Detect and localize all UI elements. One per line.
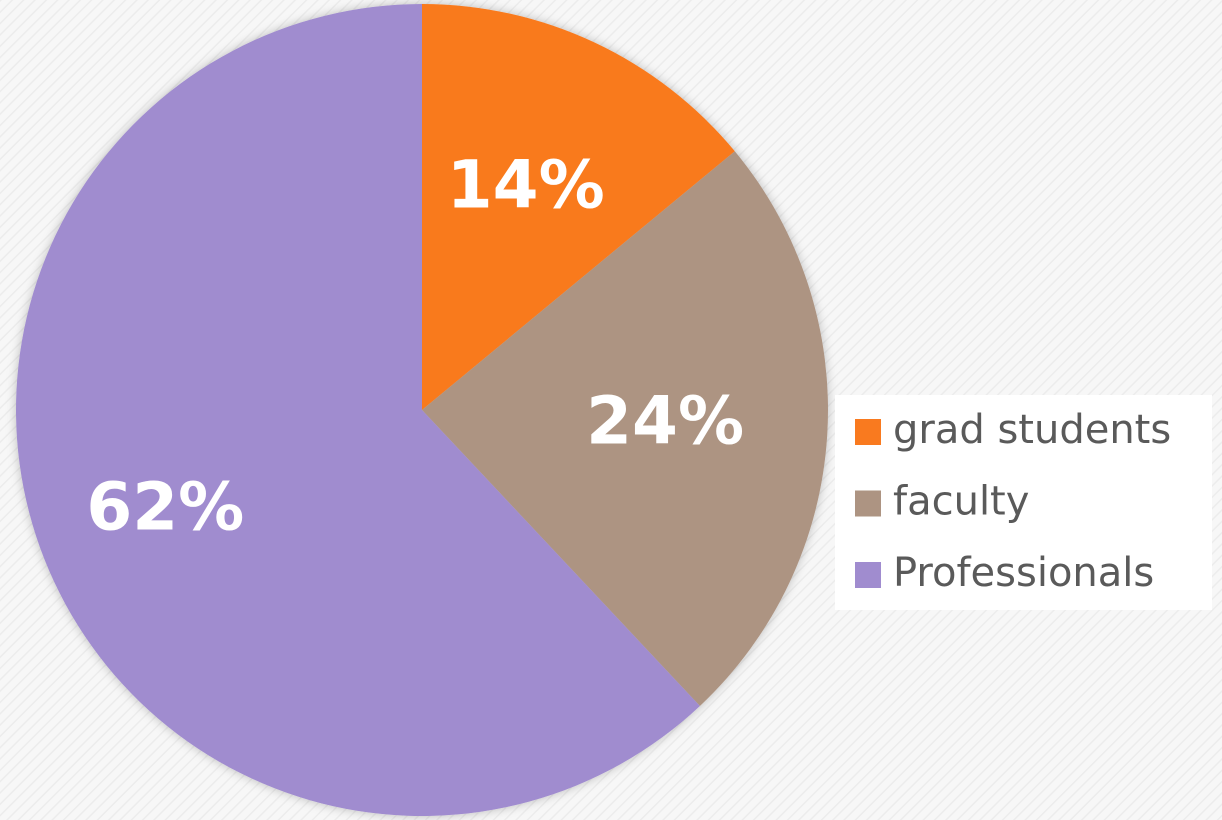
legend-label: faculty	[893, 479, 1029, 525]
legend-label: Professionals	[893, 550, 1154, 596]
legend-swatch	[855, 562, 881, 588]
legend-swatch	[855, 419, 881, 445]
legend-label: grad students	[893, 407, 1171, 453]
data-label: 14%	[447, 147, 605, 224]
data-label: 62%	[86, 469, 244, 546]
legend-box	[835, 395, 1212, 610]
pie-slice	[422, 151, 828, 706]
value-labels: 14% 24% 62%	[86, 147, 744, 546]
pie-slice	[15, 4, 700, 816]
legend-swatch	[855, 490, 881, 517]
legend: grad students faculty Professionals	[855, 407, 1171, 596]
data-label: 24%	[586, 382, 744, 459]
pie	[15, 4, 828, 816]
pie-slice	[422, 4, 735, 410]
